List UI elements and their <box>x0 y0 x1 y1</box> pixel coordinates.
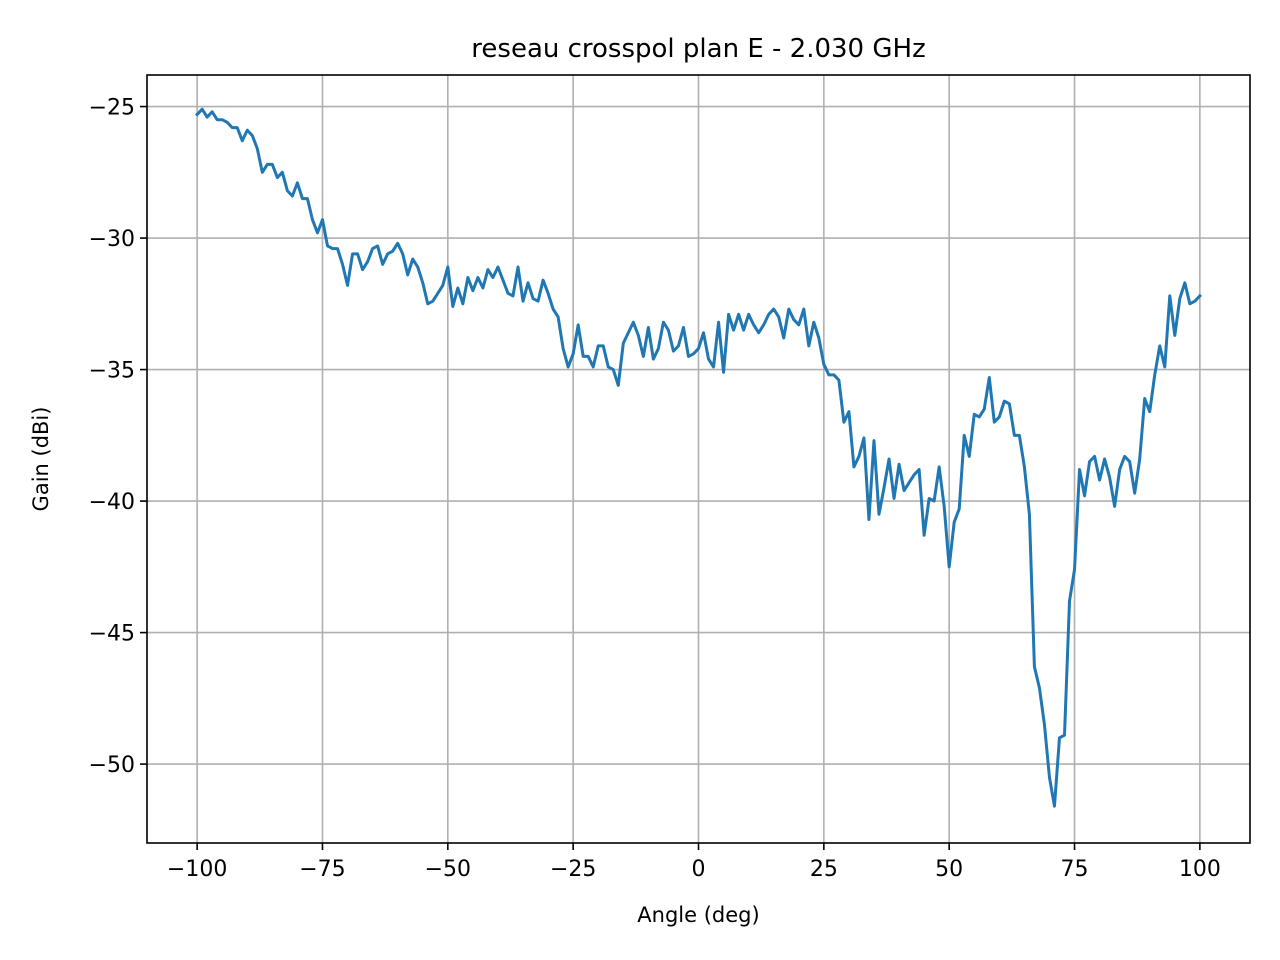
y-tick-label: −35 <box>89 359 135 384</box>
y-tick-label: −30 <box>89 227 135 252</box>
y-tick-label: −45 <box>89 622 135 647</box>
x-tick-label: 100 <box>1179 857 1221 882</box>
y-axis: −50 −45 −40 −35 −30 −25 <box>89 96 147 778</box>
x-tick-label: −25 <box>550 857 596 882</box>
series-layer <box>195 107 1202 808</box>
x-tick-label: −50 <box>425 857 471 882</box>
grid <box>147 75 1250 843</box>
series-line-0 <box>195 107 1202 808</box>
chart-title: reseau crosspol plan E - 2.030 GHz <box>471 34 925 64</box>
y-axis-label: Gain (dBi) <box>29 407 53 512</box>
x-tick-label: 75 <box>1061 857 1089 882</box>
x-tick-label: −75 <box>299 857 345 882</box>
y-tick-label: −40 <box>89 490 135 515</box>
x-axis: −100 −75 −50 −25 0 25 50 75 100 <box>167 843 1221 882</box>
x-tick-label: 25 <box>810 857 838 882</box>
x-tick-label: 0 <box>692 857 706 882</box>
y-tick-label: −50 <box>89 753 135 778</box>
y-tick-label: −25 <box>89 96 135 121</box>
x-axis-label: Angle (deg) <box>637 903 759 927</box>
x-tick-label: −100 <box>167 857 227 882</box>
x-tick-label: 50 <box>935 857 963 882</box>
